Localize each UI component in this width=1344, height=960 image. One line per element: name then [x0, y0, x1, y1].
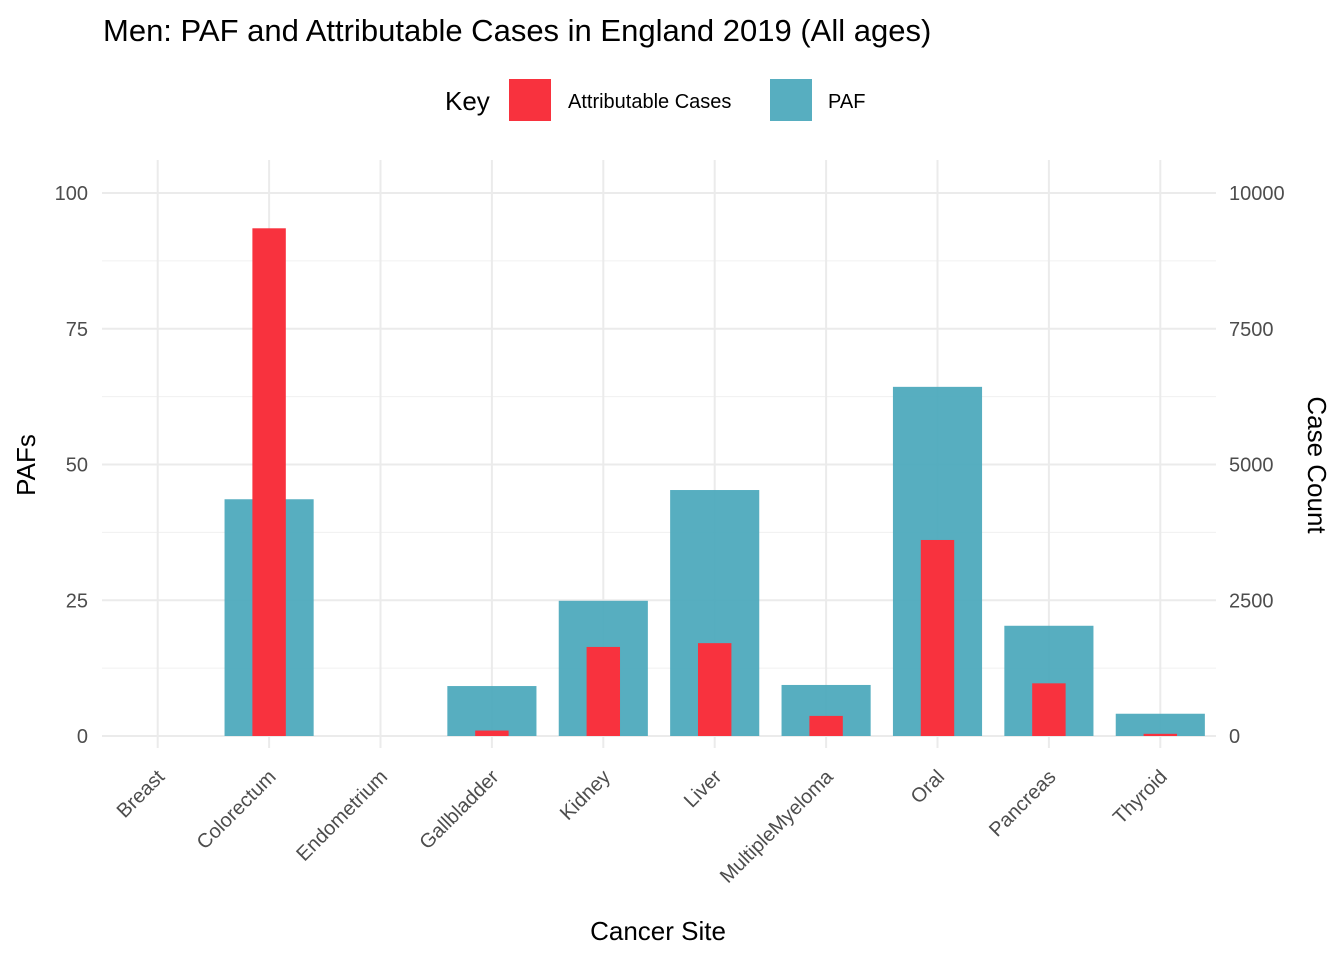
y-axis-title: PAFs	[11, 434, 41, 496]
y-tick-label: 50	[66, 455, 88, 477]
cases-bar-oral	[920, 539, 955, 736]
y-tick-label: 100	[55, 183, 88, 205]
y2-tick-label: 10000	[1229, 183, 1285, 205]
cases-bar-kidney	[586, 646, 621, 736]
y-tick-label: 0	[77, 726, 88, 748]
x-tick-label-pancreas: Pancreas	[985, 766, 1060, 841]
cases-bar-multiplemyeloma	[809, 715, 843, 736]
x-tick-label-liver: Liver	[680, 766, 726, 812]
legend-swatch-attributable-cases	[509, 79, 551, 121]
cases-bar-thyroid	[1143, 733, 1178, 736]
y-tick-label: 75	[66, 319, 88, 341]
cases-bar-liver	[697, 643, 732, 736]
x-tick-label-oral: Oral	[907, 766, 949, 808]
y2-tick-label: 7500	[1229, 319, 1274, 341]
x-tick-label-multiplemyeloma: MultipleMyeloma	[716, 765, 838, 887]
y2-tick-label: 2500	[1229, 590, 1274, 612]
y2-tick-label: 0	[1229, 726, 1240, 748]
y-axis-right: 0 2500 5000 7500 10000	[1229, 183, 1285, 748]
x-tick-label-colorectum: Colorectum	[193, 766, 281, 854]
cases-bar-pancreas	[1032, 683, 1066, 736]
y-tick-label: 25	[66, 590, 88, 612]
paf-bar-thyroid	[1115, 713, 1205, 736]
x-tick-label-kidney: Kidney	[556, 766, 615, 825]
chart-title: Men: PAF and Attributable Cases in Engla…	[103, 13, 931, 48]
cases-bar-gallbladder	[475, 730, 509, 736]
x-tick-label-endometrium: Endometrium	[292, 766, 392, 866]
legend: Key Attributable Cases PAF	[445, 79, 865, 121]
x-tick-label-breast: Breast	[113, 766, 170, 823]
legend-label-paf: PAF	[828, 91, 865, 113]
legend-label-attributable-cases: Attributable Cases	[568, 91, 731, 113]
paf-bar-gallbladder	[447, 686, 537, 736]
x-tick-label-thyroid: Thyroid	[1109, 766, 1172, 829]
y-axis-left: 0 25 50 75 100	[55, 183, 88, 748]
x-axis-title: Cancer Site	[590, 916, 726, 946]
legend-swatch-paf	[770, 79, 812, 121]
x-axis: Breast Colorectum Endometrium Gallbladder Ki…	[113, 765, 1172, 887]
y2-tick-label: 5000	[1229, 455, 1274, 477]
attributable-cases-bars	[252, 228, 1178, 737]
y2-axis-title: Case Count	[1302, 396, 1332, 534]
legend-title: Key	[445, 86, 490, 116]
x-tick-label-gallbladder: Gallbladder	[416, 766, 504, 854]
cases-bar-colorectum	[252, 228, 286, 737]
